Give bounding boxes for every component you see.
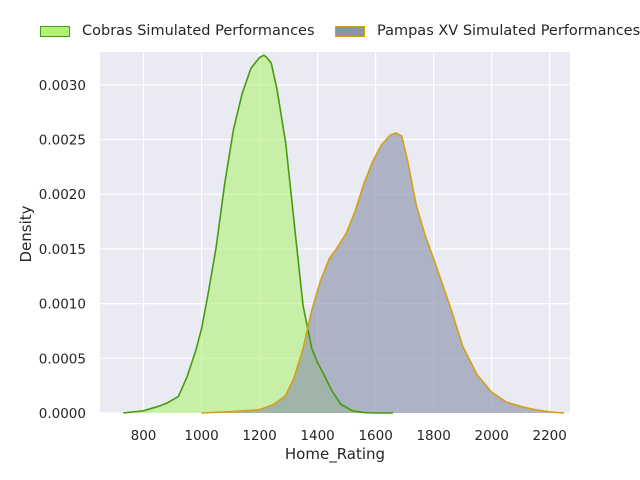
x-tick-label: 1800: [416, 428, 450, 444]
x-tick-label: 2000: [474, 428, 508, 444]
legend-swatch-cobras: [40, 25, 70, 37]
legend: Cobras Simulated Performances Pampas XV …: [0, 20, 640, 42]
density-line-pampas: [201, 132, 565, 414]
x-tick-label: 2200: [533, 428, 567, 444]
x-tick-label: 1200: [242, 428, 276, 444]
y-tick-label: 0.0025: [39, 133, 86, 149]
density-areas: [123, 55, 565, 413]
y-tick-labels: 0.0000 0.0005 0.0010 0.0015 0.0020 0.0025 0.00…: [39, 78, 86, 422]
y-tick-label: 0.0000: [39, 406, 86, 422]
density-area-pampas: [201, 132, 565, 413]
x-tick-label: 1600: [358, 428, 392, 444]
x-tick-label: 1000: [184, 428, 218, 444]
legend-swatch-pampas: [335, 25, 365, 37]
x-axis-label: Home_Rating: [285, 445, 385, 464]
density-line-cobras: [123, 54, 394, 414]
legend-item-cobras: Cobras Simulated Performances: [40, 20, 315, 42]
y-tick-label: 0.0015: [39, 242, 86, 258]
legend-label-pampas: Pampas XV Simulated Performances: [377, 23, 640, 39]
y-axis-label: Density: [17, 205, 35, 262]
y-tick-label: 0.0020: [39, 187, 86, 203]
density-lines: [123, 54, 565, 414]
x-tick-label: 1400: [300, 428, 334, 444]
y-tick-label: 0.0005: [39, 351, 86, 367]
density-area-cobras: [123, 55, 394, 413]
legend-item-pampas: Pampas XV Simulated Performances: [335, 20, 640, 42]
legend-label-cobras: Cobras Simulated Performances: [82, 23, 315, 39]
y-tick-label: 0.0030: [39, 78, 86, 94]
x-tick-labels: 800 1000 1200 1400 1600 1800 2000 2200: [131, 428, 567, 444]
x-tick-label: 800: [131, 428, 157, 444]
y-tick-label: 0.0010: [39, 297, 86, 313]
